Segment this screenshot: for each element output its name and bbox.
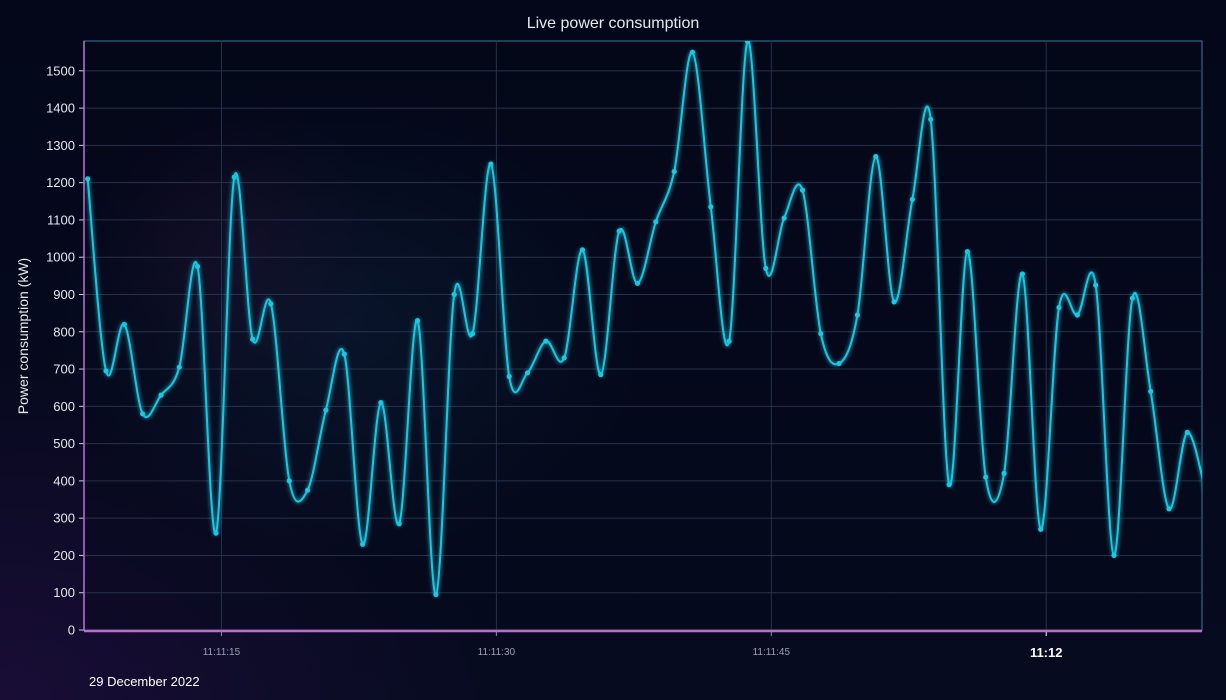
data-point xyxy=(763,265,769,271)
data-point xyxy=(415,318,421,324)
data-point xyxy=(1019,271,1025,277)
data-point xyxy=(378,400,384,406)
data-point xyxy=(103,368,109,374)
y-tick-label: 100 xyxy=(53,585,75,600)
y-tick-label: 1000 xyxy=(46,250,75,265)
data-point xyxy=(396,521,402,527)
y-tick-label: 1200 xyxy=(46,175,75,190)
data-point xyxy=(653,219,659,225)
x-tick-label: 11:12 xyxy=(1030,645,1063,660)
data-point xyxy=(121,321,127,327)
data-point xyxy=(579,247,586,253)
data-point xyxy=(85,176,91,182)
data-point xyxy=(726,338,732,344)
data-point xyxy=(818,331,824,337)
data-point xyxy=(836,360,842,367)
data-point xyxy=(671,168,677,175)
data-point xyxy=(195,263,201,270)
y-tick-label: 1500 xyxy=(46,63,75,78)
y-tick-label: 300 xyxy=(53,511,75,526)
chart-title: Live power consumption xyxy=(527,15,700,32)
data-point xyxy=(488,161,494,167)
data-point xyxy=(360,541,366,547)
data-point xyxy=(451,291,457,298)
data-point xyxy=(616,228,622,234)
y-tick-label: 1100 xyxy=(47,212,75,227)
data-point xyxy=(1111,552,1117,559)
data-point xyxy=(854,312,861,318)
data-point xyxy=(1129,295,1135,301)
data-point xyxy=(305,487,311,493)
data-point xyxy=(983,474,989,480)
data-point xyxy=(176,364,182,370)
data-point xyxy=(1203,490,1208,495)
data-point xyxy=(689,49,696,55)
data-point xyxy=(524,370,531,376)
y-tick-label: 1400 xyxy=(46,101,75,116)
y-tick-label: 700 xyxy=(53,362,75,377)
data-point xyxy=(891,299,897,305)
y-tick-label: 200 xyxy=(53,548,75,563)
y-tick-label: 0 xyxy=(68,623,75,638)
axes-layer xyxy=(79,41,1202,636)
data-point xyxy=(561,355,567,361)
labels-layer: Live power consumption Power consumption… xyxy=(15,15,1062,689)
data-point xyxy=(799,187,806,193)
y-tick-label: 600 xyxy=(53,399,75,414)
data-point xyxy=(873,154,879,160)
data-point xyxy=(1074,312,1080,318)
data-point xyxy=(946,482,952,488)
series-layer xyxy=(85,41,1208,598)
data-point xyxy=(1166,506,1172,512)
x-tick-label: 11:11:15 xyxy=(203,647,241,658)
data-point xyxy=(213,530,219,536)
data-point xyxy=(231,174,237,180)
data-point xyxy=(1184,429,1190,435)
y-tick-label: 900 xyxy=(53,287,75,302)
data-point xyxy=(268,301,274,307)
data-point xyxy=(598,372,604,378)
data-point xyxy=(1148,388,1154,394)
y-tick-label: 400 xyxy=(53,473,75,488)
data-point xyxy=(250,336,256,342)
data-point xyxy=(433,592,439,598)
y-tick-label: 1300 xyxy=(46,138,75,153)
data-point xyxy=(744,41,751,44)
data-point xyxy=(470,331,476,337)
data-point xyxy=(909,196,916,202)
data-point xyxy=(286,478,292,484)
data-point xyxy=(506,373,512,380)
data-point xyxy=(634,280,641,286)
x-tick-label: 11:11:30 xyxy=(478,647,516,658)
data-point xyxy=(928,116,934,122)
series-group xyxy=(85,41,1208,598)
data-point xyxy=(1056,304,1062,311)
date-label: 29 December 2022 xyxy=(89,674,200,689)
data-point xyxy=(140,411,146,417)
x-tick-label: 11:11:45 xyxy=(753,647,791,658)
data-point xyxy=(1038,526,1044,532)
data-point xyxy=(1001,470,1007,476)
data-point xyxy=(964,249,971,255)
y-axis-label: Power consumption (kW) xyxy=(15,258,31,414)
y-tick-label: 500 xyxy=(53,436,75,451)
data-point xyxy=(781,215,787,221)
y-tick-label: 800 xyxy=(53,324,75,339)
data-point xyxy=(1093,282,1099,288)
data-point xyxy=(341,351,347,357)
data-point xyxy=(323,407,329,413)
data-point xyxy=(543,338,549,344)
data-point xyxy=(158,392,164,398)
data-point xyxy=(708,204,714,210)
